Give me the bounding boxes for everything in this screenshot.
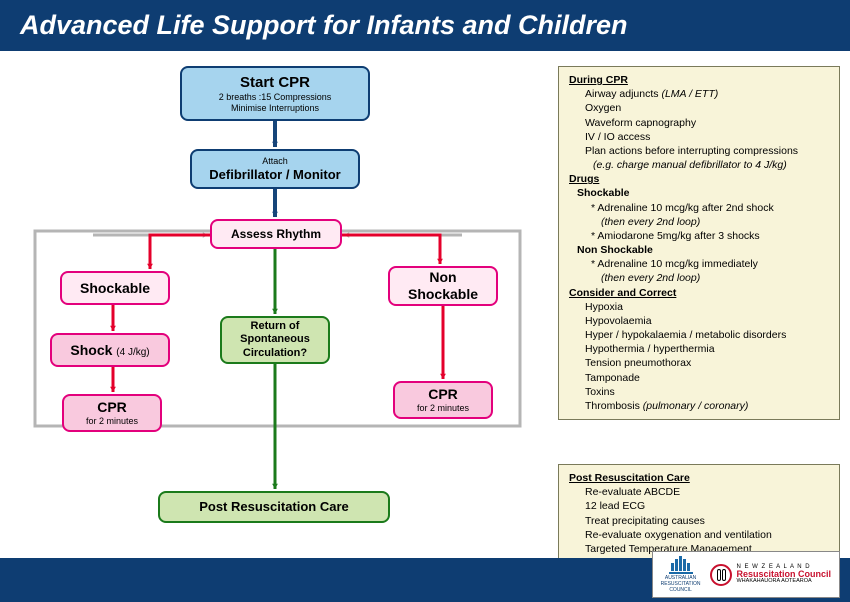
nz-logo-l3: WHAKAHAUORA AOTEAROA bbox=[736, 579, 831, 585]
sidebar-during-cpr: During CPRAirway adjuncts (LMA / ETT)Oxy… bbox=[558, 66, 840, 420]
aus-resus-logo: AUSTRALIAN RESUSCITATION COUNCIL bbox=[661, 556, 701, 593]
node-shockable: Shockable bbox=[60, 271, 170, 305]
nz-resus-logo: N E W Z E A L A N D Resuscitation Counci… bbox=[710, 564, 831, 586]
node-assess: Assess Rhythm bbox=[210, 219, 342, 249]
page-title: Advanced Life Support for Infants and Ch… bbox=[20, 10, 628, 40]
sidebar-post-resus: Post Resuscitation CareRe-evaluate ABCDE… bbox=[558, 464, 840, 563]
node-defib: AttachDefibrillator / Monitor bbox=[190, 149, 360, 189]
node-cpr_l: CPRfor 2 minutes bbox=[62, 394, 162, 432]
aus-logo-l3: COUNCIL bbox=[669, 587, 692, 593]
node-post: Post Resuscitation Care bbox=[158, 491, 390, 523]
node-nonshockable: NonShockable bbox=[388, 266, 498, 306]
node-rosc: Return ofSpontaneousCirculation? bbox=[220, 316, 330, 364]
header-bar: Advanced Life Support for Infants and Ch… bbox=[0, 0, 850, 51]
main-area: Start CPR2 breaths :15 CompressionsMinim… bbox=[0, 51, 850, 549]
logo-box: AUSTRALIAN RESUSCITATION COUNCIL N E W Z… bbox=[652, 551, 840, 598]
node-cpr_r: CPRfor 2 minutes bbox=[393, 381, 493, 419]
node-start: Start CPR2 breaths :15 CompressionsMinim… bbox=[180, 66, 370, 121]
flowchart-area: Start CPR2 breaths :15 CompressionsMinim… bbox=[0, 51, 555, 549]
node-shock: Shock (4 J/kg) bbox=[50, 333, 170, 367]
